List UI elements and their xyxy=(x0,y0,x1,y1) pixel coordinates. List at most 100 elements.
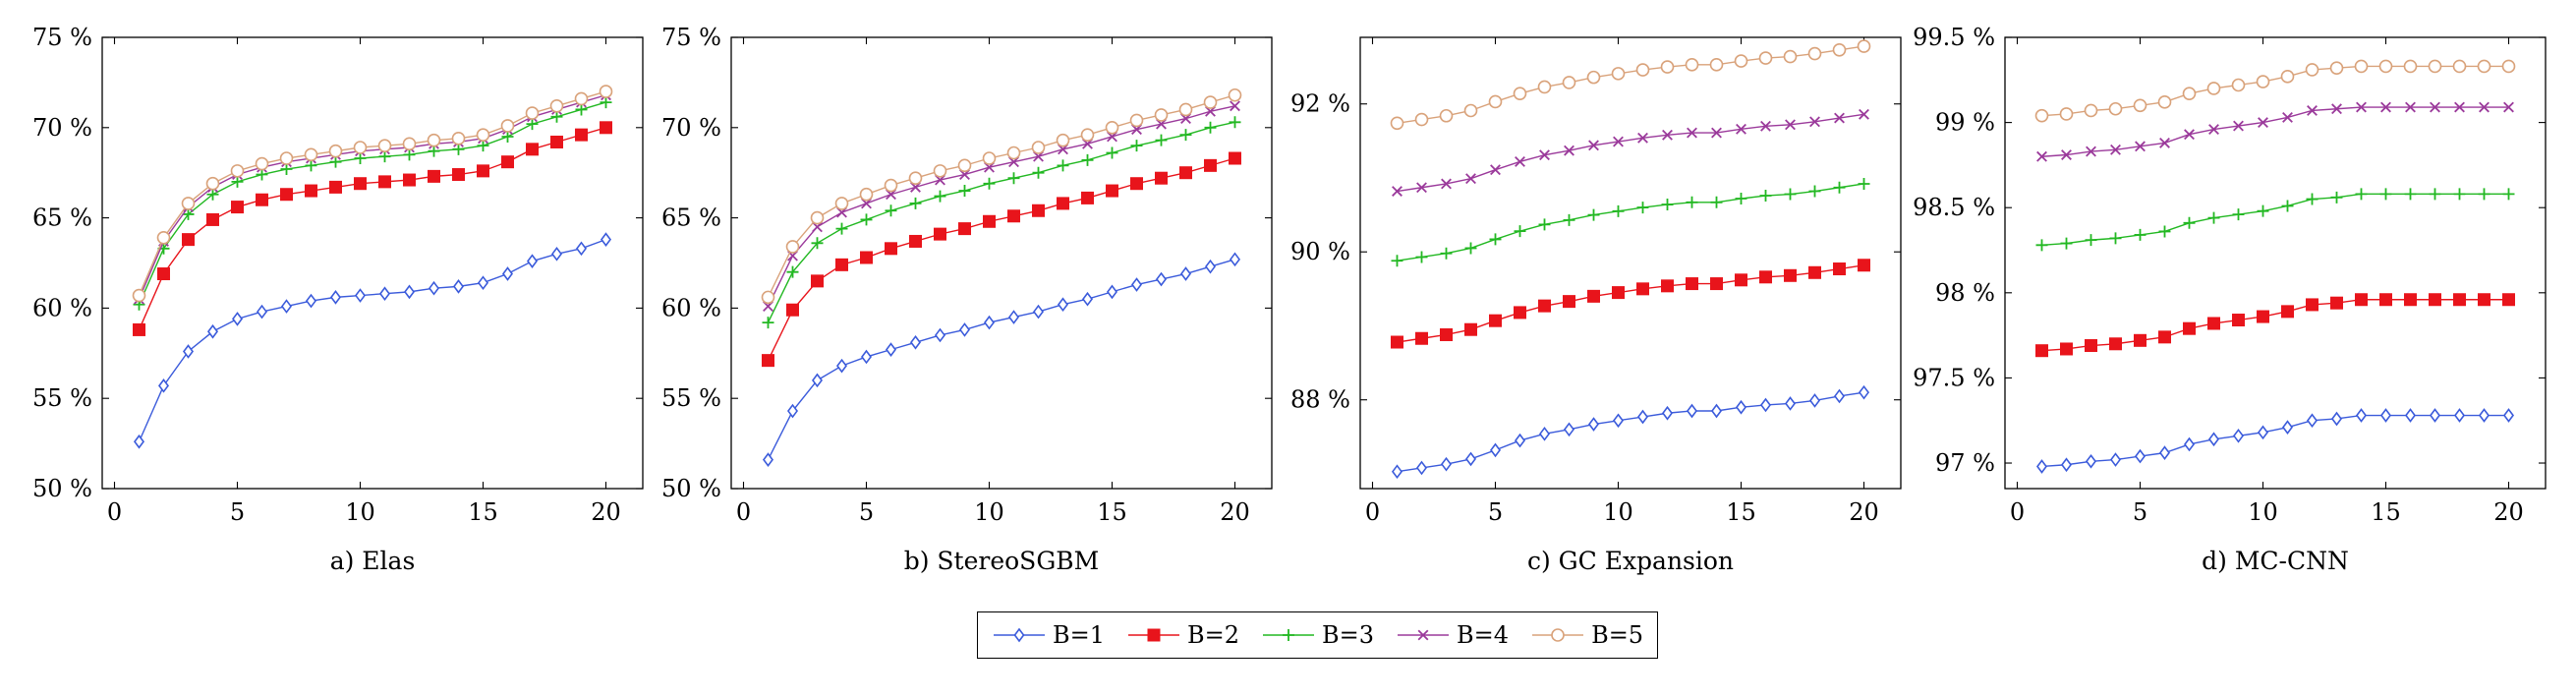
legend-label-b1: B=1 xyxy=(1053,621,1106,649)
chart-panel-3: 0 5 10 15 20 88 % 90 % 92 % c) GC Expansion xyxy=(1290,36,1902,575)
data-point-b-2 xyxy=(501,155,514,169)
data-point-b-2 xyxy=(1007,209,1020,223)
data-point-b-2 xyxy=(1563,295,1575,309)
data-point-b-3 xyxy=(835,222,848,235)
data-point-b-1 xyxy=(281,299,292,314)
data-point-b-3 xyxy=(983,177,996,190)
data-point-b-3 xyxy=(2404,188,2417,201)
data-point-b-5 xyxy=(1154,108,1169,122)
data-point-b-3 xyxy=(378,150,391,163)
legend-marker-b-4 xyxy=(1417,629,1429,641)
y-tick-label: 70 % xyxy=(661,114,721,142)
series-b-1 xyxy=(2036,408,2514,474)
data-point-b-5 xyxy=(2206,82,2221,95)
data-point-b-5 xyxy=(328,144,343,158)
data-point-b-2 xyxy=(2281,305,2294,319)
series-b-4 xyxy=(1392,108,1869,197)
data-point-b-5 xyxy=(1031,141,1046,154)
data-point-b-3 xyxy=(1204,121,1217,134)
data-point-b-3 xyxy=(860,213,873,226)
data-point-b-5 xyxy=(982,151,997,165)
data-point-b-5 xyxy=(2428,59,2442,74)
series-b-2 xyxy=(133,121,612,336)
data-point-b-1 xyxy=(429,280,439,296)
data-point-b-1 xyxy=(2331,411,2342,427)
legend-item-b5: B=5 xyxy=(1530,621,1643,649)
data-point-b-2 xyxy=(1661,279,1674,293)
data-point-b-1 xyxy=(134,434,144,449)
data-point-b-2 xyxy=(1106,184,1118,198)
legend-marker-b-1 xyxy=(1013,627,1025,643)
data-point-b-5 xyxy=(1758,51,1773,65)
data-point-b-5 xyxy=(2452,59,2467,74)
data-point-b-2 xyxy=(2478,293,2490,307)
series-line-b-4 xyxy=(767,105,1235,307)
data-point-b-4 xyxy=(1230,100,1240,112)
data-point-b-1 xyxy=(1082,291,1093,307)
data-point-b-1 xyxy=(2233,428,2244,443)
series-b-5 xyxy=(2034,59,2516,123)
x-tick-label: 5 xyxy=(230,498,245,526)
data-point-b-2 xyxy=(2429,293,2441,307)
data-point-b-1 xyxy=(1613,413,1624,429)
data-point-b-1 xyxy=(2184,436,2195,452)
series-b-2 xyxy=(1391,259,1870,349)
data-point-b-2 xyxy=(2207,317,2220,330)
legend: B=1 B=2 B=3 B=4 B=5 xyxy=(977,611,1659,659)
data-point-b-5 xyxy=(2256,75,2270,88)
data-point-b-3 xyxy=(1179,129,1192,142)
data-point-b-2 xyxy=(575,128,588,142)
data-point-b-3 xyxy=(501,130,514,143)
data-point-b-5 xyxy=(1203,95,1218,109)
legend-marker-b-2 xyxy=(1147,628,1161,642)
data-point-b-3 xyxy=(2355,188,2368,201)
data-point-b-5 xyxy=(1439,108,1454,123)
series-b-4 xyxy=(2036,101,2514,162)
data-point-b-4 xyxy=(2258,117,2268,129)
data-point-b-3 xyxy=(1833,181,1846,194)
data-point-b-3 xyxy=(1007,172,1020,185)
data-point-b-3 xyxy=(1858,177,1870,190)
data-point-b-1 xyxy=(1687,403,1697,419)
data-point-b-2 xyxy=(1057,197,1069,210)
data-point-b-3 xyxy=(1415,251,1428,263)
data-point-b-4 xyxy=(2036,150,2047,162)
data-point-b-1 xyxy=(886,342,896,357)
data-point-b-2 xyxy=(909,234,922,248)
data-point-b-4 xyxy=(1637,132,1648,144)
data-point-b-1 xyxy=(2110,452,2121,467)
series-b-5 xyxy=(1390,39,1871,131)
data-point-b-2 xyxy=(2355,293,2368,307)
data-point-b-2 xyxy=(934,227,946,241)
data-point-b-3 xyxy=(1391,255,1403,267)
data-point-b-2 xyxy=(2502,293,2515,307)
data-point-b-4 xyxy=(2430,101,2440,113)
y-tick-label: 97 % xyxy=(1935,449,1995,477)
x-tick-label: 20 xyxy=(1849,498,1879,526)
series-line-b-3 xyxy=(138,101,606,306)
data-point-b-3 xyxy=(2478,188,2490,201)
series-line-b-5 xyxy=(138,90,606,296)
data-point-b-5 xyxy=(1178,102,1193,117)
data-point-b-3 xyxy=(1710,196,1723,208)
data-point-b-1 xyxy=(1859,384,1869,400)
data-point-b-2 xyxy=(2109,337,2122,351)
data-point-b-2 xyxy=(256,193,268,206)
data-point-b-3 xyxy=(575,103,588,116)
chart-caption: b) StereoSGBM xyxy=(904,547,1100,575)
y-tick-label: 75 % xyxy=(32,24,92,51)
data-point-b-3 xyxy=(2183,216,2196,229)
data-point-b-1 xyxy=(158,378,169,393)
data-point-b-4 xyxy=(1441,178,1452,190)
data-point-b-1 xyxy=(2405,408,2416,423)
data-point-b-2 xyxy=(860,251,873,264)
data-point-b-1 xyxy=(1131,277,1142,292)
data-point-b-5 xyxy=(908,171,923,186)
data-point-b-5 xyxy=(1105,121,1119,135)
x-tick-label: 10 xyxy=(1603,498,1633,526)
data-point-b-2 xyxy=(835,258,848,271)
data-point-b-5 xyxy=(2231,78,2246,92)
y-tick-label: 50 % xyxy=(32,475,92,502)
plot-frame xyxy=(730,36,1273,490)
